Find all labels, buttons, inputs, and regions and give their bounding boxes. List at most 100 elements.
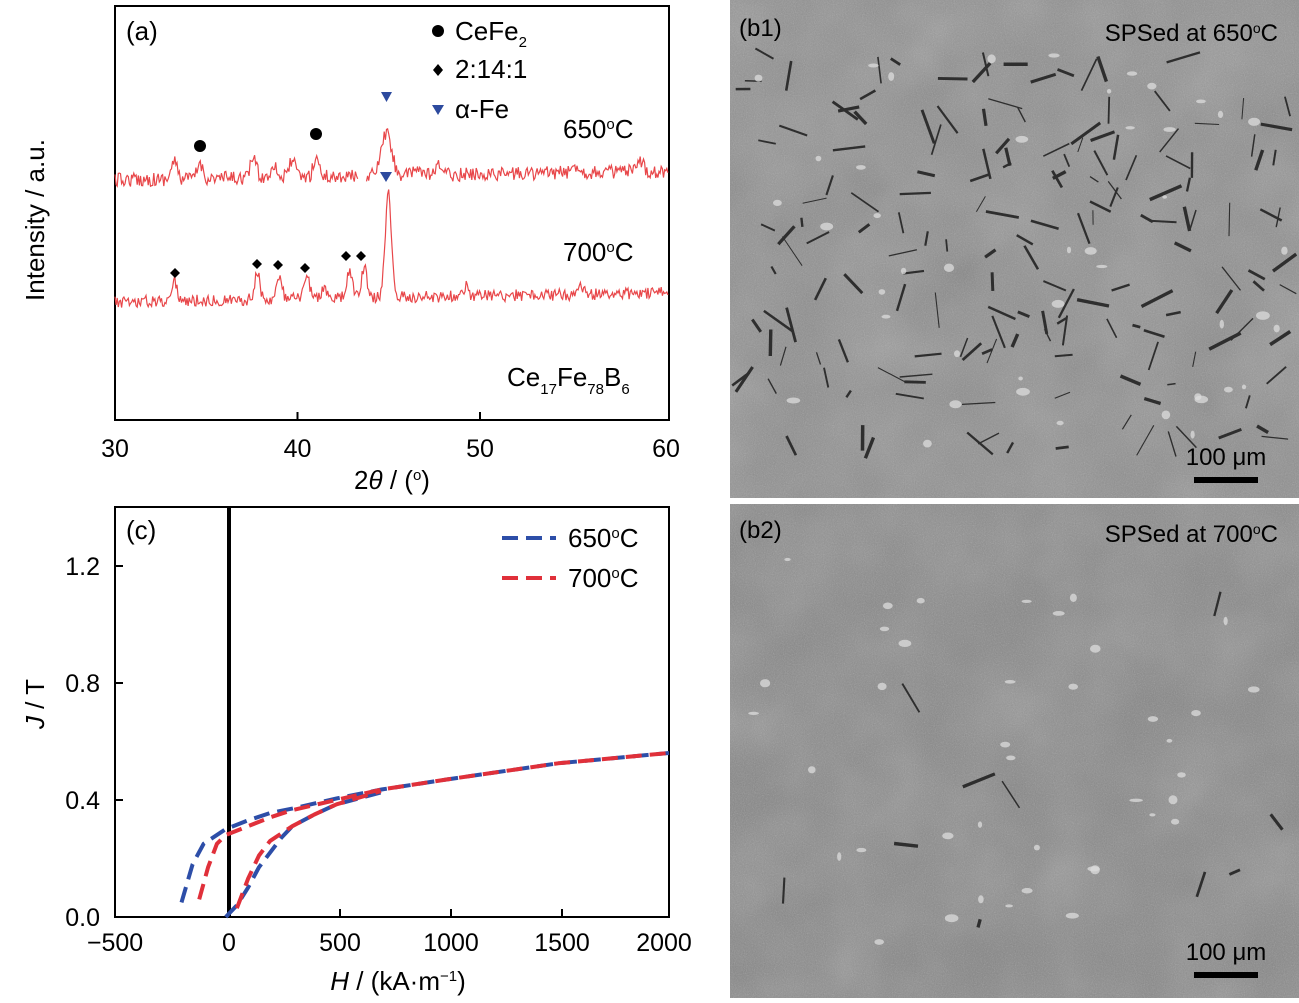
sem-pore (1143, 397, 1162, 406)
sem-pore (1241, 97, 1245, 120)
sem-pore (1221, 266, 1242, 291)
hyst-legend: 650oC 700oC (502, 523, 639, 593)
sem-pore (899, 191, 931, 196)
hyst-x-ticks: −500 0 500 1000 1500 2000 (87, 909, 692, 957)
sem-pore (768, 329, 773, 357)
sem-pore (977, 432, 1000, 445)
xrd-xtick-label: 60 (652, 435, 680, 463)
sem-particle (1248, 117, 1261, 126)
hyst-y-axis-label: J / T (20, 679, 50, 730)
sem-pore (934, 292, 940, 328)
sem-pore (930, 124, 942, 155)
sem-pore (784, 60, 793, 91)
sem-particle (1056, 420, 1064, 426)
sem-pore (1279, 284, 1297, 295)
sem-particle (1196, 99, 1206, 104)
peak-marker-2-14-1 (252, 259, 262, 269)
sem-panel-label: (b1) (739, 15, 782, 42)
sem-pore (1244, 395, 1251, 409)
sem-pore (845, 389, 852, 398)
sem-pore (888, 249, 918, 257)
sem-particle (873, 213, 881, 219)
sem-particle (1163, 127, 1176, 132)
sem-pore (971, 61, 992, 84)
sem-pore (800, 217, 804, 228)
hyst-ytick-label: 0.4 (65, 787, 100, 815)
sem-particle (868, 63, 879, 68)
sem-pore (1252, 280, 1265, 292)
sem-particle (1191, 710, 1201, 717)
sem-pore (1076, 212, 1091, 245)
sem-particle (1052, 611, 1065, 616)
hyst-curve-650-lower (224, 790, 382, 919)
sem-pore (754, 47, 774, 60)
sem-particle (1005, 904, 1013, 908)
sem-pore (899, 373, 933, 378)
sem-pore (995, 137, 1011, 155)
peak-marker-2-14-1 (170, 268, 180, 278)
sem-pore (987, 305, 1016, 321)
sem-pore (1051, 170, 1064, 189)
sem-particle (820, 222, 834, 231)
sem-pore (1284, 96, 1291, 117)
sem-pore (859, 89, 877, 101)
sem-particle (1273, 324, 1280, 333)
sem-pore (1272, 149, 1277, 166)
sem-pore (1143, 328, 1165, 338)
sem-pore (1208, 331, 1242, 351)
sem-pore (831, 100, 859, 121)
sem-particle (837, 852, 842, 861)
hyst-panel: (c) 650oC 700oC 0.0 0.4 0.8 1.2 −500 0 (20, 506, 692, 996)
sem-particle (1021, 887, 1033, 894)
sem-pore (890, 57, 901, 66)
sem-image-b1: (b1) SPSed at 650oC 100 μm (730, 0, 1299, 498)
sem-pore (1056, 317, 1067, 325)
xrd-x-ticks: 30 40 50 60 (101, 412, 680, 463)
sem-pore (770, 265, 777, 275)
sem-pore (1175, 425, 1197, 449)
sem-particle (877, 682, 887, 691)
cefe2-marker-icon (432, 25, 444, 37)
sem-pore (1030, 72, 1057, 84)
sem-pore (920, 109, 936, 144)
sem-pore (850, 192, 879, 213)
sem-particle (1065, 912, 1079, 919)
sem-pore (785, 435, 798, 456)
sem-pore (1054, 353, 1073, 358)
sem-particle (944, 914, 959, 923)
xrd-panel-label: (a) (126, 16, 158, 46)
peak-marker-2-14-1 (356, 251, 366, 261)
hyst-xtick-label: −500 (87, 929, 143, 957)
sem-pore (1111, 283, 1130, 292)
sem-particle (1084, 247, 1097, 255)
sem-pore (806, 231, 830, 245)
sem-pore (1215, 289, 1234, 315)
hyst-xtick-label: 1500 (534, 929, 590, 957)
scale-bar (1194, 972, 1258, 978)
hyst-curve-700-lower (235, 789, 382, 909)
sem-pore (1016, 234, 1034, 246)
sem-particle (1090, 644, 1101, 653)
sem-pore (781, 236, 803, 266)
sem-pore (1089, 176, 1099, 183)
sem-pore (895, 283, 907, 312)
sem-pore (1017, 107, 1026, 123)
sem-pore (1089, 200, 1112, 213)
xrd-xtick-label: 40 (284, 435, 312, 463)
sem-pore (969, 173, 990, 183)
sem-particle (1004, 680, 1016, 684)
sem-pore (837, 338, 849, 363)
sem-particle (1069, 593, 1077, 602)
sem-particle (1129, 798, 1143, 802)
sem-pore (914, 352, 942, 358)
sem-particle (808, 766, 816, 774)
sem-pore (984, 248, 997, 259)
peak-marker-2-14-1 (273, 260, 283, 270)
sem-pore (988, 98, 1023, 110)
sem-particle (900, 267, 907, 275)
sem-pore (990, 272, 995, 291)
sem-pore (1250, 134, 1256, 157)
sem-particle (1006, 755, 1016, 761)
sem-pore (897, 212, 905, 234)
sem-pore (778, 124, 808, 137)
